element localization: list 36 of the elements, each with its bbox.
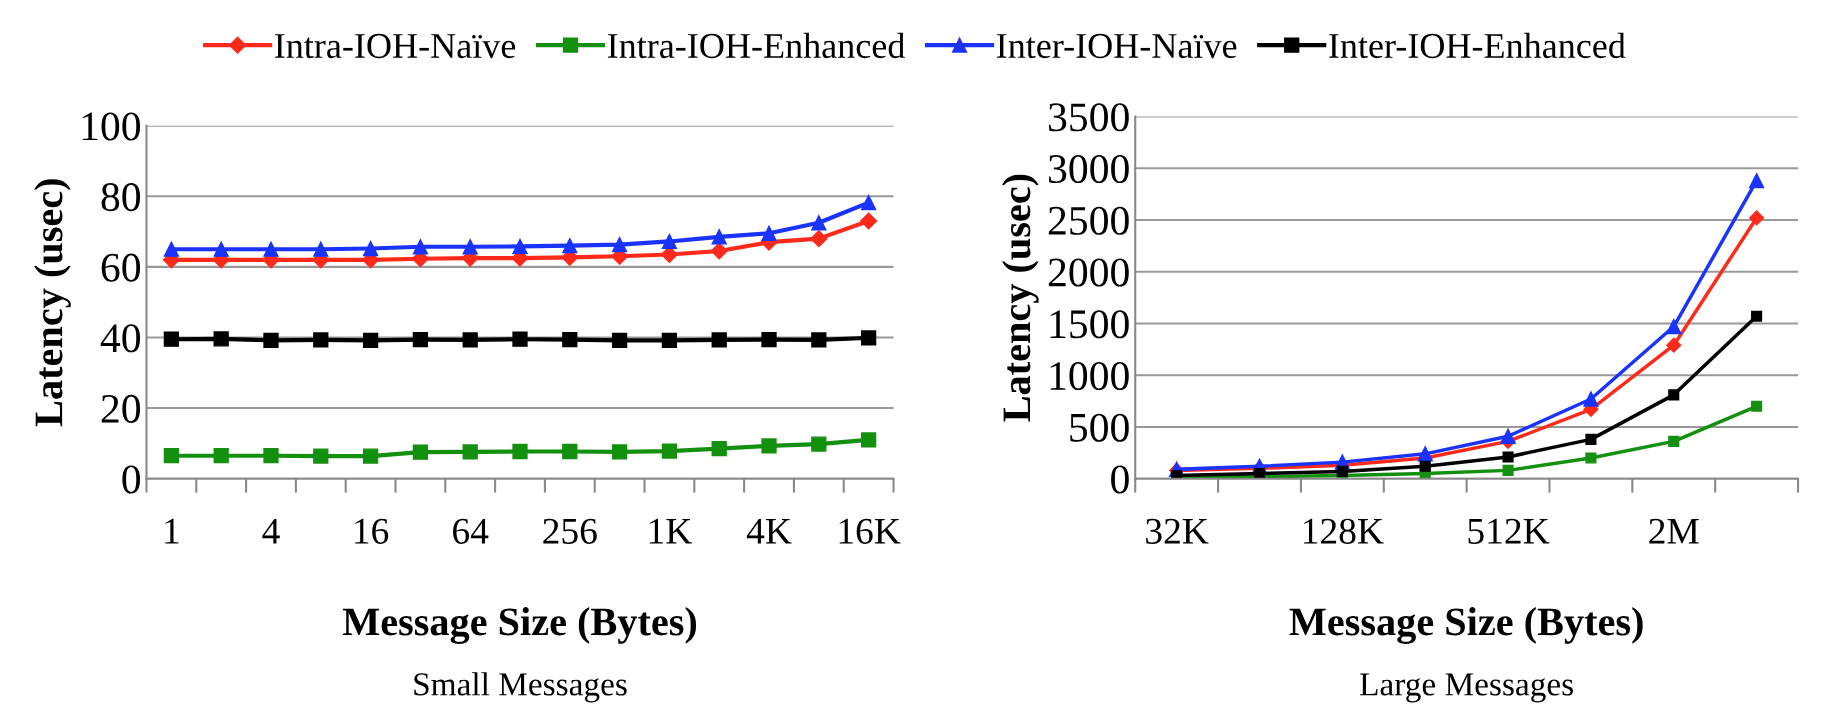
legend-label: Intra-IOH-Enhanced [607,32,905,59]
y-tick-label: 20 [101,394,141,423]
y-tick-label: 0 [1111,465,1129,494]
y-tick-label: 1000 [1050,361,1129,391]
legend-label: Inter-IOH-Naïve [996,33,1237,59]
x-axis-title: Message Size (Bytes) [1289,607,1643,644]
y-tick-label: 2000 [1048,258,1129,287]
x-tick-label: 128K [1303,518,1384,544]
x-tick-label: 16K [839,518,901,544]
text: Large Messages [1360,673,1573,703]
legend-label: Inter-IOH-Enhanced [1329,32,1626,59]
y-tick-label: 2500 [1048,206,1129,235]
y-tick-label: 60 [101,253,141,282]
x-tick-label: 16 [355,518,389,544]
y-tick-label: 500 [1070,413,1129,442]
x-tick-label: 512K [1468,518,1550,544]
x-axis-title: Message Size (Bytes) [342,607,697,644]
y-axis-title: Latency (usec) [1002,174,1039,422]
x-tick-label: 256 [543,518,597,544]
y-tick-label: 100 [82,112,141,141]
x-tick-label: 2M [1649,518,1699,544]
legend-label: Intra-IOH-Naïve [275,33,516,59]
text: Small Messages [414,672,627,703]
y-axis-title: Latency (usec) [34,179,71,427]
x-tick-label: 64 [453,518,489,544]
y-tick-label: 3500 [1049,103,1129,132]
y-tick-label: 1500 [1050,310,1129,339]
x-tick-label: 1K [649,518,692,544]
x-tick-label: 1 [165,518,179,544]
x-tick-label: 4 [262,518,280,544]
y-tick-label: 40 [100,324,141,353]
y-tick-label: 3000 [1049,154,1129,184]
y-tick-label: 80 [101,183,141,212]
y-tick-label: 0 [122,465,141,494]
x-tick-label: 4K [746,518,792,544]
x-tick-label: 32K [1146,518,1209,544]
